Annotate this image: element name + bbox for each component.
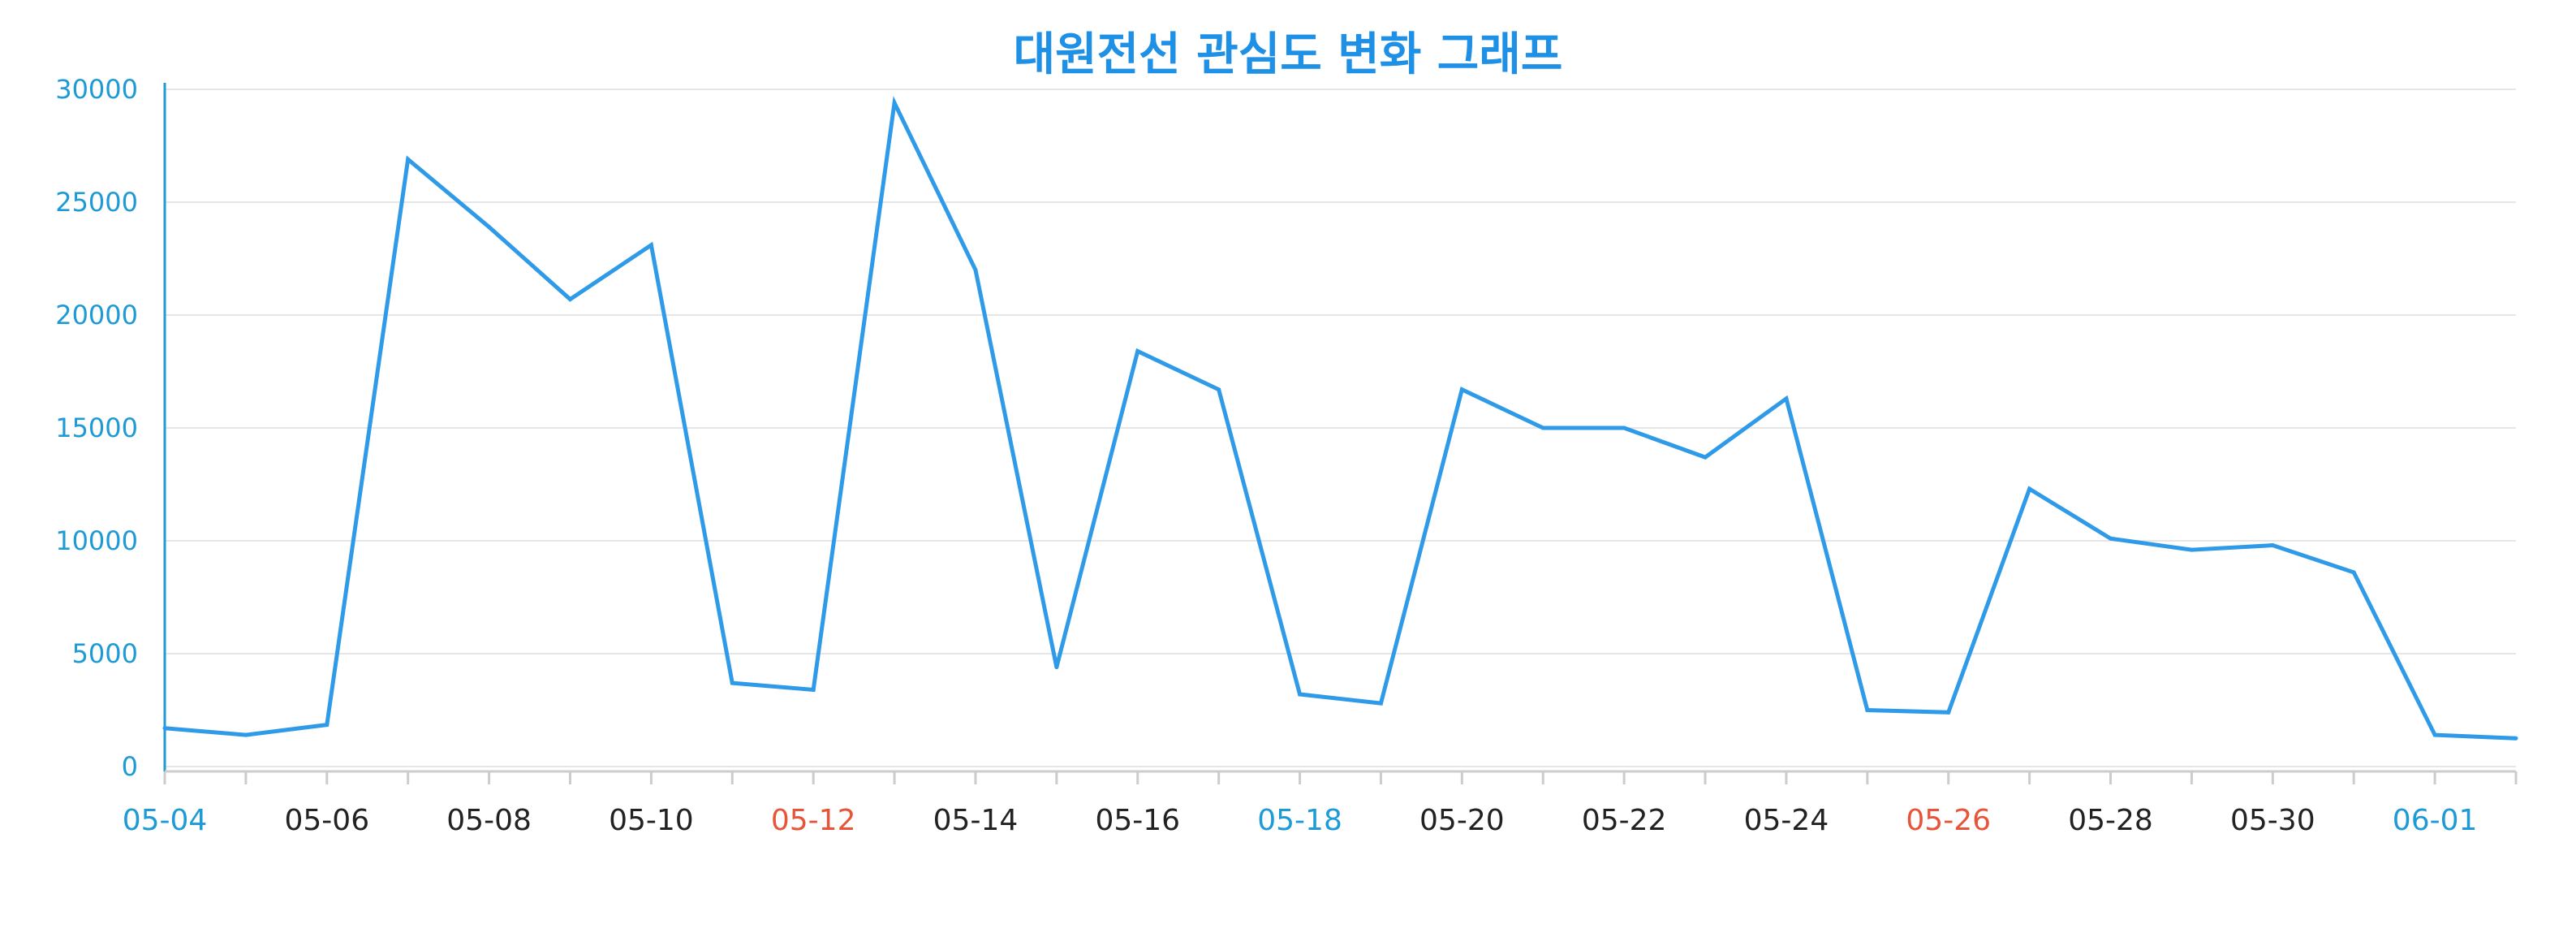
- x-tick-label: 05-30: [2230, 804, 2315, 837]
- data-point: [1054, 665, 1059, 670]
- x-tick-label: 05-10: [609, 804, 694, 837]
- data-point: [1378, 701, 1383, 706]
- x-tick-label: 05-14: [933, 804, 1019, 837]
- data-point: [648, 243, 653, 248]
- data-point: [1459, 387, 1464, 392]
- x-tick-label: 06-01: [2393, 804, 2478, 837]
- x-tick-label: 05-16: [1095, 804, 1180, 837]
- data-point: [487, 225, 492, 230]
- data-point: [243, 732, 248, 737]
- data-point: [2109, 536, 2113, 541]
- data-point: [2027, 486, 2032, 491]
- data-point: [1135, 348, 1140, 353]
- data-point: [1865, 708, 1870, 712]
- y-tick-label: 30000: [55, 74, 138, 105]
- data-point: [2351, 570, 2356, 575]
- data-point: [730, 680, 734, 685]
- data-point: [2270, 543, 2275, 548]
- data-point: [1217, 387, 1221, 392]
- data-point: [567, 297, 572, 302]
- x-tick-label: 05-04: [123, 804, 208, 837]
- y-tick-label: 5000: [72, 638, 138, 669]
- data-point: [1622, 425, 1626, 430]
- data-point: [406, 157, 411, 162]
- x-tick-label: 05-20: [1419, 804, 1505, 837]
- x-tick-label: 05-18: [1257, 804, 1342, 837]
- x-tick-label: 05-08: [446, 804, 532, 837]
- data-point: [2189, 547, 2194, 552]
- data-point: [2514, 736, 2518, 741]
- y-tick-label: 0: [122, 751, 138, 782]
- chart-title: 대원전선 관심도 변화 그래프: [1013, 28, 1563, 81]
- x-tick-label: 05-06: [284, 804, 369, 837]
- x-tick-label: 05-26: [1906, 804, 1991, 837]
- data-point: [1946, 710, 1951, 715]
- data-point: [1540, 425, 1545, 430]
- data-point: [811, 687, 816, 692]
- series-line: [164, 96, 2517, 741]
- data-point: [1784, 396, 1789, 401]
- x-tick-label: 05-28: [2068, 804, 2153, 837]
- data-point: [162, 726, 167, 731]
- y-tick-label: 15000: [55, 413, 138, 443]
- data-point: [892, 101, 897, 106]
- y-tick-label: 25000: [55, 187, 138, 218]
- y-tick-label: 10000: [55, 525, 138, 556]
- x-tick-label: 05-22: [1582, 804, 1667, 837]
- data-point: [973, 267, 978, 272]
- data-point: [2432, 732, 2437, 737]
- data-point: [1298, 692, 1303, 697]
- x-tick-label: 05-24: [1744, 804, 1829, 837]
- data-point: [325, 723, 330, 728]
- y-tick-label: 20000: [55, 300, 138, 330]
- x-tick-label: 05-12: [771, 804, 856, 837]
- data-point: [1703, 455, 1708, 460]
